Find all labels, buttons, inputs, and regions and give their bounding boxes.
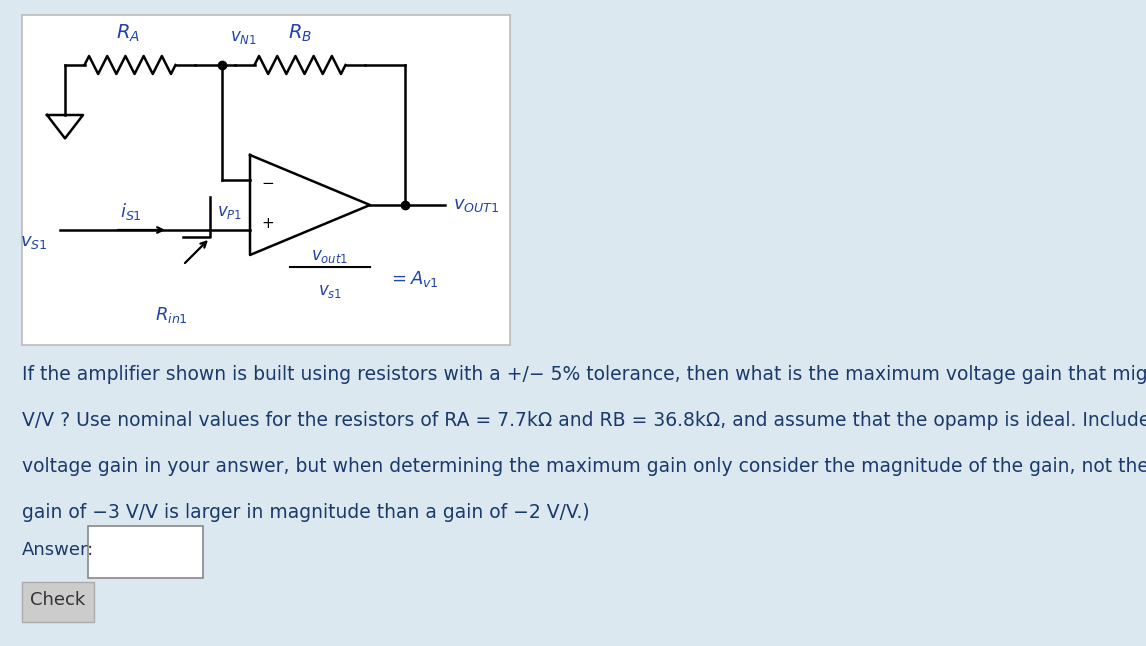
Bar [22,15,510,345]
Text: gain of −3 V/V is larger in magnitude than a gain of −2 V/V.): gain of −3 V/V is larger in magnitude th… [22,503,590,522]
Text: If the amplifier shown is built using resistors with a +/− 5% tolerance, then wh: If the amplifier shown is built using re… [22,365,1146,384]
Text: Check: Check [31,591,86,609]
Text: Answer:: Answer: [22,541,94,559]
Bar [88,526,203,578]
Text: $v_{out1}$: $v_{out1}$ [312,247,348,265]
Text: $v_{N1}$: $v_{N1}$ [230,28,257,46]
Text: $v_{P1}$: $v_{P1}$ [217,203,242,221]
Text: $R_A$: $R_A$ [116,23,140,44]
Text: $v_{s1}$: $v_{s1}$ [317,282,343,300]
Text: $= A_{v1}$: $= A_{v1}$ [388,269,439,289]
Text: −: − [261,176,274,191]
Text: V/V ? Use nominal values for the resistors of RA = 7.7kΩ and RB = 36.8kΩ, and as: V/V ? Use nominal values for the resisto… [22,411,1146,430]
Text: $R_{in1}$: $R_{in1}$ [155,305,188,325]
Text: voltage gain in your answer, but when determining the maximum gain only consider: voltage gain in your answer, but when de… [22,457,1146,476]
Text: $v_{S1}$: $v_{S1}$ [21,233,48,251]
Text: $v_{OUT1}$: $v_{OUT1}$ [453,196,500,214]
Text: +: + [261,216,274,231]
Text: $R_B$: $R_B$ [288,23,312,44]
Bar [22,582,94,622]
Text: $i_{S1}$: $i_{S1}$ [120,202,142,222]
